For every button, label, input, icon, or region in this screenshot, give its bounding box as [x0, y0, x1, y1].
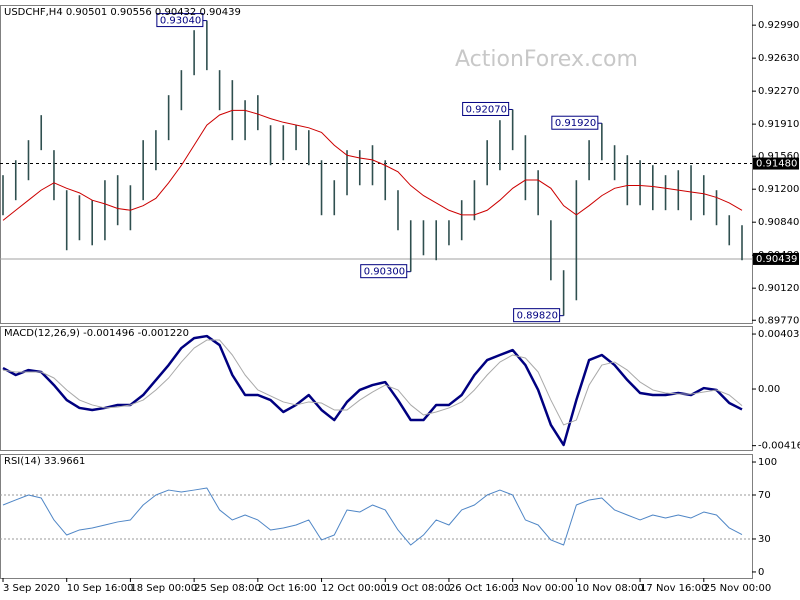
y-tick-label: 0.004039	[758, 329, 800, 340]
x-tick-label: 26 Oct 16:00	[449, 583, 514, 594]
x-tick-label: 12 Oct 00:00	[322, 583, 387, 594]
annotation-box	[360, 264, 408, 279]
annotation-label: 0.89820	[517, 311, 558, 322]
y-tick-label: 0.92990	[758, 20, 799, 31]
x-tick-label: 10 Sep 16:00	[67, 583, 134, 594]
x-tick-label: 10 Nov 08:00	[576, 583, 643, 594]
annotation-box	[156, 13, 204, 28]
last-price-box	[753, 252, 799, 265]
y-tick-label: 0.91200	[758, 184, 799, 195]
y-tick-label: 100	[758, 457, 777, 468]
annotation-box	[551, 115, 599, 130]
level-box	[753, 157, 799, 170]
panel-frame	[0, 5, 753, 324]
x-tick-label: 2 Oct 16:00	[258, 583, 317, 594]
panel-title: RSI(14) 33.9661	[4, 456, 85, 467]
level-label: 0.91480	[756, 159, 797, 170]
annotation-label: 0.90300	[364, 267, 405, 278]
panel-frame	[0, 326, 753, 451]
annotation-label: 0.93040	[160, 16, 201, 27]
y-tick-label: 0.89770	[758, 315, 799, 326]
panel-frame	[0, 454, 753, 579]
x-tick-label: 3 Sep 2020	[3, 583, 60, 594]
annotation-box	[513, 308, 561, 323]
moving-average	[2, 109, 743, 221]
y-tick-label: 0.92630	[758, 53, 799, 64]
y-tick-label: 0.90840	[758, 217, 799, 228]
y-tick-label: -0.00416	[758, 441, 800, 452]
watermark: ActionForex.com	[455, 47, 638, 72]
y-tick-label: 0.91560	[758, 151, 799, 162]
y-tick-label: 0.91910	[758, 119, 799, 130]
panel-title: MACD(12,26,9) -0.001496 -0.001220	[4, 328, 189, 339]
y-tick-label: 0.92270	[758, 86, 799, 97]
x-tick-label: 25 Sep 08:00	[194, 583, 261, 594]
x-tick-label: 19 Oct 08:00	[385, 583, 450, 594]
indicator-line	[2, 339, 743, 426]
indicator-line	[2, 487, 743, 546]
annotation-label: 0.92070	[466, 104, 507, 115]
x-tick-label: 18 Sep 00:00	[130, 583, 197, 594]
x-tick-label: 17 Nov 16:00	[640, 583, 707, 594]
annotation-label: 0.91920	[555, 118, 596, 129]
last-price-label: 0.90439	[756, 254, 797, 265]
x-tick-label: 25 Nov 00:00	[704, 583, 771, 594]
y-tick-label: 0	[758, 567, 764, 578]
y-tick-label: 0.00	[758, 384, 780, 395]
y-tick-label: 70	[758, 490, 771, 501]
panel-title: USDCHF,H4 0.90501 0.90556 0.90432 0.9043…	[4, 7, 241, 18]
x-tick-label: 3 Nov 00:00	[513, 583, 574, 594]
y-tick-label: 30	[758, 534, 771, 545]
annotation-box	[462, 101, 510, 116]
indicator-line	[2, 334, 743, 447]
y-tick-label: 0.90120	[758, 283, 799, 294]
